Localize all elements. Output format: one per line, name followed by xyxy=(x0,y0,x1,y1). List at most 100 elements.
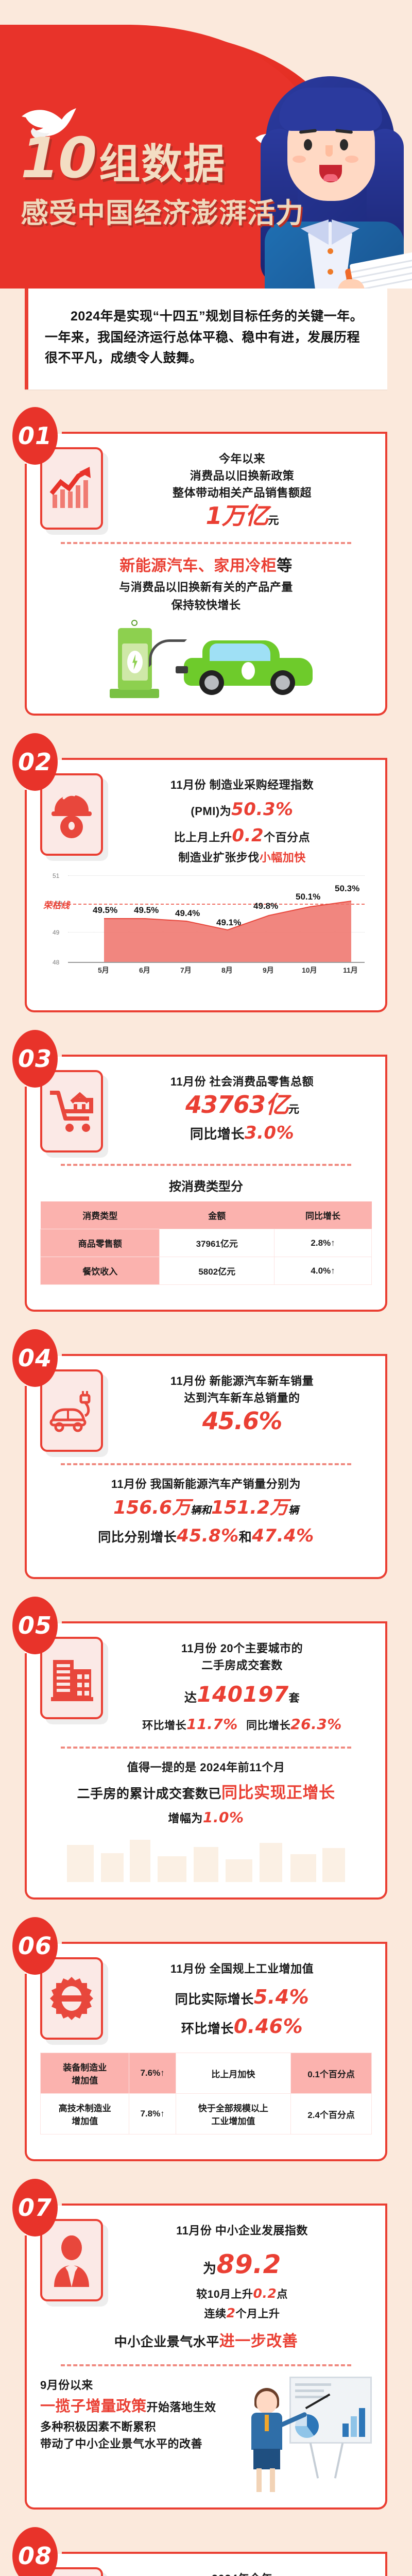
data-label: 50.3% xyxy=(335,884,360,893)
data-label: 50.1% xyxy=(296,892,321,902)
x-tick: 5月 xyxy=(98,966,109,974)
mom-value: 0.46% xyxy=(233,2015,303,2038)
cell-amount: 37961亿元 xyxy=(159,1229,275,1257)
pmi-label: (PMI)为 xyxy=(191,805,232,818)
consumption-table: 消费类型 金额 同比增长 商品零售额 37961亿元 2.8%↑ 餐饮收入 58… xyxy=(40,1201,372,1285)
growth-label: 同比分别增长 xyxy=(98,1530,177,1545)
cell-growth: 2.8%↑ xyxy=(274,1229,372,1257)
sub-line: 保持较快增长 xyxy=(171,599,241,612)
cell-growth: 7.6%↑ xyxy=(129,2053,176,2094)
stat-line: 11月份 中小企业发展指数 xyxy=(176,2224,308,2238)
host-illustration xyxy=(247,67,412,289)
section-badge-05: 05 xyxy=(12,1596,58,1654)
intro-block: 2024年是实现“十四五”规划目标任务的关键一年。一年来，我国经济运行总体平稳、… xyxy=(25,289,387,389)
y-tick-51: 51 xyxy=(53,872,60,879)
stat-line: 11月份 全国规上工业增加值 xyxy=(170,1962,314,1976)
sub-a-plain: 开始落地生效 xyxy=(146,2401,216,2414)
x-tick: 11月 xyxy=(343,966,358,974)
col-header: 同比增长 xyxy=(274,1201,372,1229)
stat-number: 1万亿 xyxy=(205,501,268,530)
section-badge-06: 06 xyxy=(12,1917,58,1975)
yoy-label: 同比实际增长 xyxy=(175,1992,254,2007)
line-a-tail: 点 xyxy=(277,2289,288,2301)
stat-value: 43763亿元 xyxy=(112,1090,372,1120)
stat-line: 达到汽车新车总销量的 xyxy=(184,1392,300,1404)
cell-growth: 4.0%↑ xyxy=(274,1257,372,1285)
sub-tail-accent: 1.0% xyxy=(202,1809,244,1826)
data-label: 49.5% xyxy=(134,905,159,915)
line-a-plain: 较10月上升 xyxy=(196,2289,253,2301)
hero-banner: 10 组数据 感受中国经济澎湃活力 xyxy=(0,0,412,289)
sub-line: 与消费品以旧换新有关的产品产量 xyxy=(119,581,293,594)
growth-b: 47.4% xyxy=(252,1525,314,1546)
section-05: 05 xyxy=(12,1596,387,1900)
yoy-value: 26.3% xyxy=(290,1715,342,1733)
stat-line: 2024年全年 xyxy=(112,2570,372,2576)
mom-label: 环比增长 xyxy=(142,1719,187,1732)
sub-line: 值得一提的是 2024年前11个月 xyxy=(127,1760,285,1774)
sub-tail-plain: 增幅为 xyxy=(168,1812,203,1825)
x-tick: 6月 xyxy=(139,966,150,974)
line-b-accent: 2 xyxy=(226,2305,236,2320)
sales-unit: 辆 xyxy=(288,1504,299,1516)
cell-category: 高技术制造业 增加值 xyxy=(40,2093,130,2135)
cell-category: 餐饮收入 xyxy=(40,1257,160,1285)
section-badge-08: 08 xyxy=(12,2527,58,2576)
gear-icon xyxy=(40,1957,103,2040)
section-06: 06 11月份 全国规上工业增加值 同比实际增长5.4% 环比增长0.46% xyxy=(12,1917,387,2162)
sub-b: 多种积极因素不断累积 xyxy=(40,2420,157,2433)
sub-line: 9月份以来 xyxy=(40,2379,93,2392)
section-08: 08 2024年全年 我国社会物流总额 即经济运行中的物流实物量价值总额 xyxy=(12,2527,387,2576)
x-tick: 7月 xyxy=(180,966,192,974)
page-subtitle: 感受中国经济澎湃活力 xyxy=(21,198,304,229)
table-header-row: 消费类型 金额 同比增长 xyxy=(40,1201,372,1229)
value-prefix: 达 xyxy=(184,1690,197,1705)
pmi-area-chart: 51 49 48 50 荣枯线 49.5% 49.5% 49.4% 49.1% … xyxy=(43,871,369,979)
production-unit: 辆和 xyxy=(191,1504,211,1516)
pmi-mom-tail: 个百分点 xyxy=(264,831,311,844)
yoy-label: 同比增长 xyxy=(246,1719,291,1732)
stat-number: 43763亿 xyxy=(185,1091,289,1118)
stat-line: 11月份 20个主要城市的 xyxy=(181,1641,303,1655)
col-header: 消费类型 xyxy=(40,1201,160,1229)
table-title: 按消费类型分 xyxy=(169,1180,243,1194)
data-label: 49.5% xyxy=(93,905,118,915)
growth-value: 3.0% xyxy=(244,1122,295,1143)
stat-line: 消费品以旧换新政策 xyxy=(190,469,295,482)
y-tick-48: 48 xyxy=(53,959,60,966)
value-prefix: 为 xyxy=(203,2261,217,2277)
shopping-cart-icon xyxy=(40,1070,103,1153)
cell-points: 2.4个百分点 xyxy=(290,2093,372,2135)
y-tick-49: 49 xyxy=(53,929,60,936)
stat-line: 11月份 新能源汽车新车销量 xyxy=(170,1375,314,1387)
pmi-note-label: 制造业扩张步伐 xyxy=(178,851,260,864)
page-title: 10 组数据 感受中国经济澎湃活力 xyxy=(21,130,304,231)
table-row: 装备制造业 增加值 7.6%↑ 比上月加快 0.1个百分点 xyxy=(40,2053,372,2094)
line-b-plain: 连续 xyxy=(204,2308,227,2320)
line-c-accent: 进一步改善 xyxy=(219,2333,298,2350)
divider xyxy=(61,542,351,544)
stat-value: 45.6% xyxy=(202,1407,283,1435)
ev-charging-illustration xyxy=(40,620,372,698)
table-row: 高技术制造业 增加值 7.8%↑ 快于全部规模以上 工业增加值 2.4个百分点 xyxy=(40,2093,372,2135)
cell-category: 装备制造业 增加值 xyxy=(40,2053,130,2094)
x-tick: 8月 xyxy=(221,966,233,974)
stat-line: 11月份 社会消费品零售总额 xyxy=(170,1075,314,1088)
growth-join: 和 xyxy=(238,1530,252,1545)
intro-paragraph: 2024年是实现“十四五”规划目标任务的关键一年。一年来，我国经济运行总体平稳、… xyxy=(45,309,364,365)
mom-label: 环比增长 xyxy=(181,2022,234,2037)
sub-accent: 同比实现正增长 xyxy=(221,1783,335,1802)
sub-line: 11月份 我国新能源汽车产销量分别为 xyxy=(111,1478,301,1490)
section-04: 04 11月份 新能源汽车新车销量 达到汽车新车总销量的 xyxy=(12,1329,387,1579)
threshold-label: 荣枯线 xyxy=(43,901,70,910)
pmi-note-accent: 小幅加快 xyxy=(259,851,306,864)
stat-number: 140197 xyxy=(197,1681,289,1707)
ev-car-icon xyxy=(40,1369,103,1452)
section-02: 02 11月份 制造业采购经理指数 (PMI)为50.3% 比上月上升0.2个百… xyxy=(12,733,387,1012)
dove-icon xyxy=(18,103,79,144)
data-label: 49.8% xyxy=(253,901,279,911)
section-badge-02: 02 xyxy=(12,733,58,791)
section-badge-07: 07 xyxy=(12,2179,58,2237)
section-badge-04: 04 xyxy=(12,1329,58,1387)
growth-label: 同比增长 xyxy=(190,1126,245,1142)
